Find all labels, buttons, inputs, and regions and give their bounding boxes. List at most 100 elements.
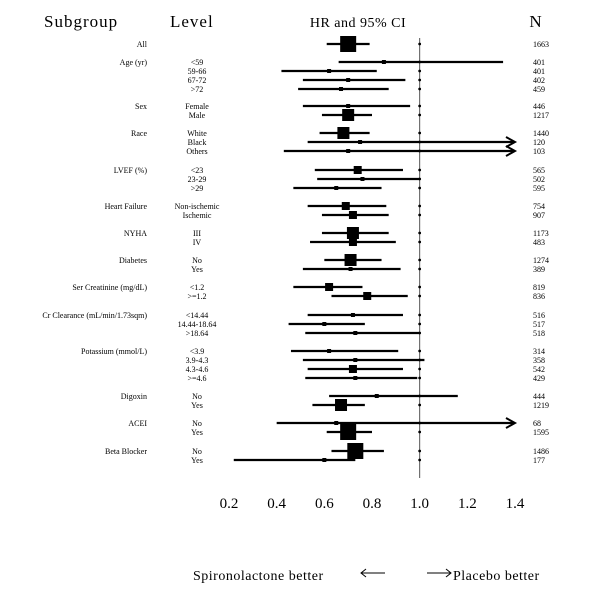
level-label: 67-72 — [188, 76, 207, 85]
subgroup-label: Digoxin — [121, 392, 147, 401]
hr-box — [347, 443, 364, 459]
footer-left-label: Spironolactone better — [193, 569, 324, 584]
hr-box — [346, 227, 359, 239]
subgroup-label: Cr Clearance (mL/min/1.73sqm) — [42, 311, 147, 320]
level-label: Male — [189, 111, 206, 120]
n-header: N — [529, 12, 542, 31]
forest-row: 67-72 402 — [188, 76, 545, 85]
hr-box — [322, 322, 327, 326]
level-label: >72 — [191, 85, 204, 94]
n-value: 1663 — [533, 40, 549, 49]
subgroup-label: Potassium (mmol/L) — [81, 347, 147, 356]
n-value: 516 — [533, 311, 545, 320]
subgroup-label: LVEF (%) — [114, 166, 148, 175]
hr-box — [353, 166, 362, 174]
hr-box — [340, 424, 357, 440]
n-value: 483 — [533, 238, 545, 247]
ref-dot — [418, 458, 422, 462]
level-label: Black — [188, 138, 207, 147]
x-tick-label: 1.4 — [506, 496, 525, 512]
hr-box — [350, 313, 355, 317]
ref-dot — [418, 367, 422, 371]
n-value: 103 — [533, 147, 545, 156]
ref-dot — [418, 376, 422, 380]
forest-row: Yes 1595 — [191, 424, 549, 440]
level-label: Ischemic — [183, 211, 212, 220]
hr-box — [342, 109, 355, 121]
hr-box — [348, 211, 357, 219]
hr-box — [381, 60, 386, 64]
subgroup-label: Diabetes — [119, 256, 147, 265]
n-value: 1219 — [533, 401, 549, 410]
forest-row: >72 459 — [191, 85, 545, 94]
level-label: Yes — [191, 401, 203, 410]
hr-box — [341, 202, 350, 210]
hr-box — [360, 177, 365, 181]
level-label: 14.44-18.64 — [178, 320, 217, 329]
forest-row: Age (yr) <59 401 — [120, 58, 545, 67]
forest-row: Black 120 — [188, 136, 545, 148]
level-label: White — [187, 129, 207, 138]
forest-row: Sex Female 446 — [135, 102, 545, 111]
subgroup-label: Race — [131, 129, 147, 138]
hr-box — [353, 358, 358, 362]
forest-row: IV 483 — [193, 238, 545, 247]
level-label: Yes — [191, 265, 203, 274]
level-label: <59 — [191, 58, 204, 67]
n-value: 565 — [533, 166, 545, 175]
subgroup-label: ACEI — [128, 419, 147, 428]
level-label: Yes — [191, 428, 203, 437]
level-label: <23 — [191, 166, 204, 175]
ref-dot — [418, 403, 422, 407]
forest-row: Beta Blocker No 1486 — [105, 443, 549, 459]
ref-dot — [418, 240, 422, 244]
forest-row: Digoxin No 444 — [121, 392, 545, 401]
ref-dot — [418, 421, 422, 425]
x-tick-label: 0.8 — [363, 496, 382, 512]
n-value: 1274 — [533, 256, 549, 265]
hr-box — [339, 87, 344, 91]
n-value: 446 — [533, 102, 545, 111]
x-tick-label: 0.4 — [267, 496, 286, 512]
ref-dot — [418, 87, 422, 91]
n-value: 595 — [533, 184, 545, 193]
n-value: 401 — [533, 67, 545, 76]
hr-box — [335, 399, 348, 411]
ref-dot — [418, 69, 422, 73]
level-label: 3.9-4.3 — [186, 356, 209, 365]
x-tick-label: 1.2 — [458, 496, 477, 512]
n-value: 120 — [533, 138, 545, 147]
forest-row: Yes 1219 — [191, 399, 549, 411]
level-label: IV — [193, 238, 202, 247]
n-value: 1440 — [533, 129, 549, 138]
ref-dot — [418, 322, 422, 326]
x-tick-label: 0.2 — [220, 496, 239, 512]
ref-dot — [418, 60, 422, 64]
forest-row: Heart Failure Non-ischemic 754 — [105, 202, 545, 211]
ref-dot — [418, 294, 422, 298]
level-label: >18.64 — [186, 329, 209, 338]
forest-row: ACEI No 68 — [128, 417, 541, 429]
n-value: 444 — [533, 392, 545, 401]
n-value: 754 — [533, 202, 545, 211]
ref-dot — [418, 177, 422, 181]
level-label: No — [192, 447, 202, 456]
level-label: <3.9 — [190, 347, 205, 356]
ref-dot — [418, 449, 422, 453]
hr-box — [327, 349, 332, 353]
footer-right-label: Placebo better — [453, 569, 540, 584]
forest-row: >18.64 518 — [186, 329, 545, 338]
hr-box — [348, 267, 353, 271]
header-row: Subgroup Level HR and 95% CI N — [44, 12, 542, 31]
level-label: Yes — [191, 456, 203, 465]
hr-box — [353, 331, 358, 335]
level-label: >=4.6 — [187, 374, 206, 383]
forest-row: Race White 1440 — [131, 127, 549, 139]
n-value: 358 — [533, 356, 545, 365]
ref-dot — [418, 78, 422, 82]
x-axis-ticks: 0.2 0.4 0.6 0.8 1.0 1.2 1.4 — [220, 496, 525, 512]
ref-dot — [418, 267, 422, 271]
forest-row: Potassium (mmol/L) <3.9 314 — [81, 347, 545, 356]
n-value: 836 — [533, 292, 545, 301]
